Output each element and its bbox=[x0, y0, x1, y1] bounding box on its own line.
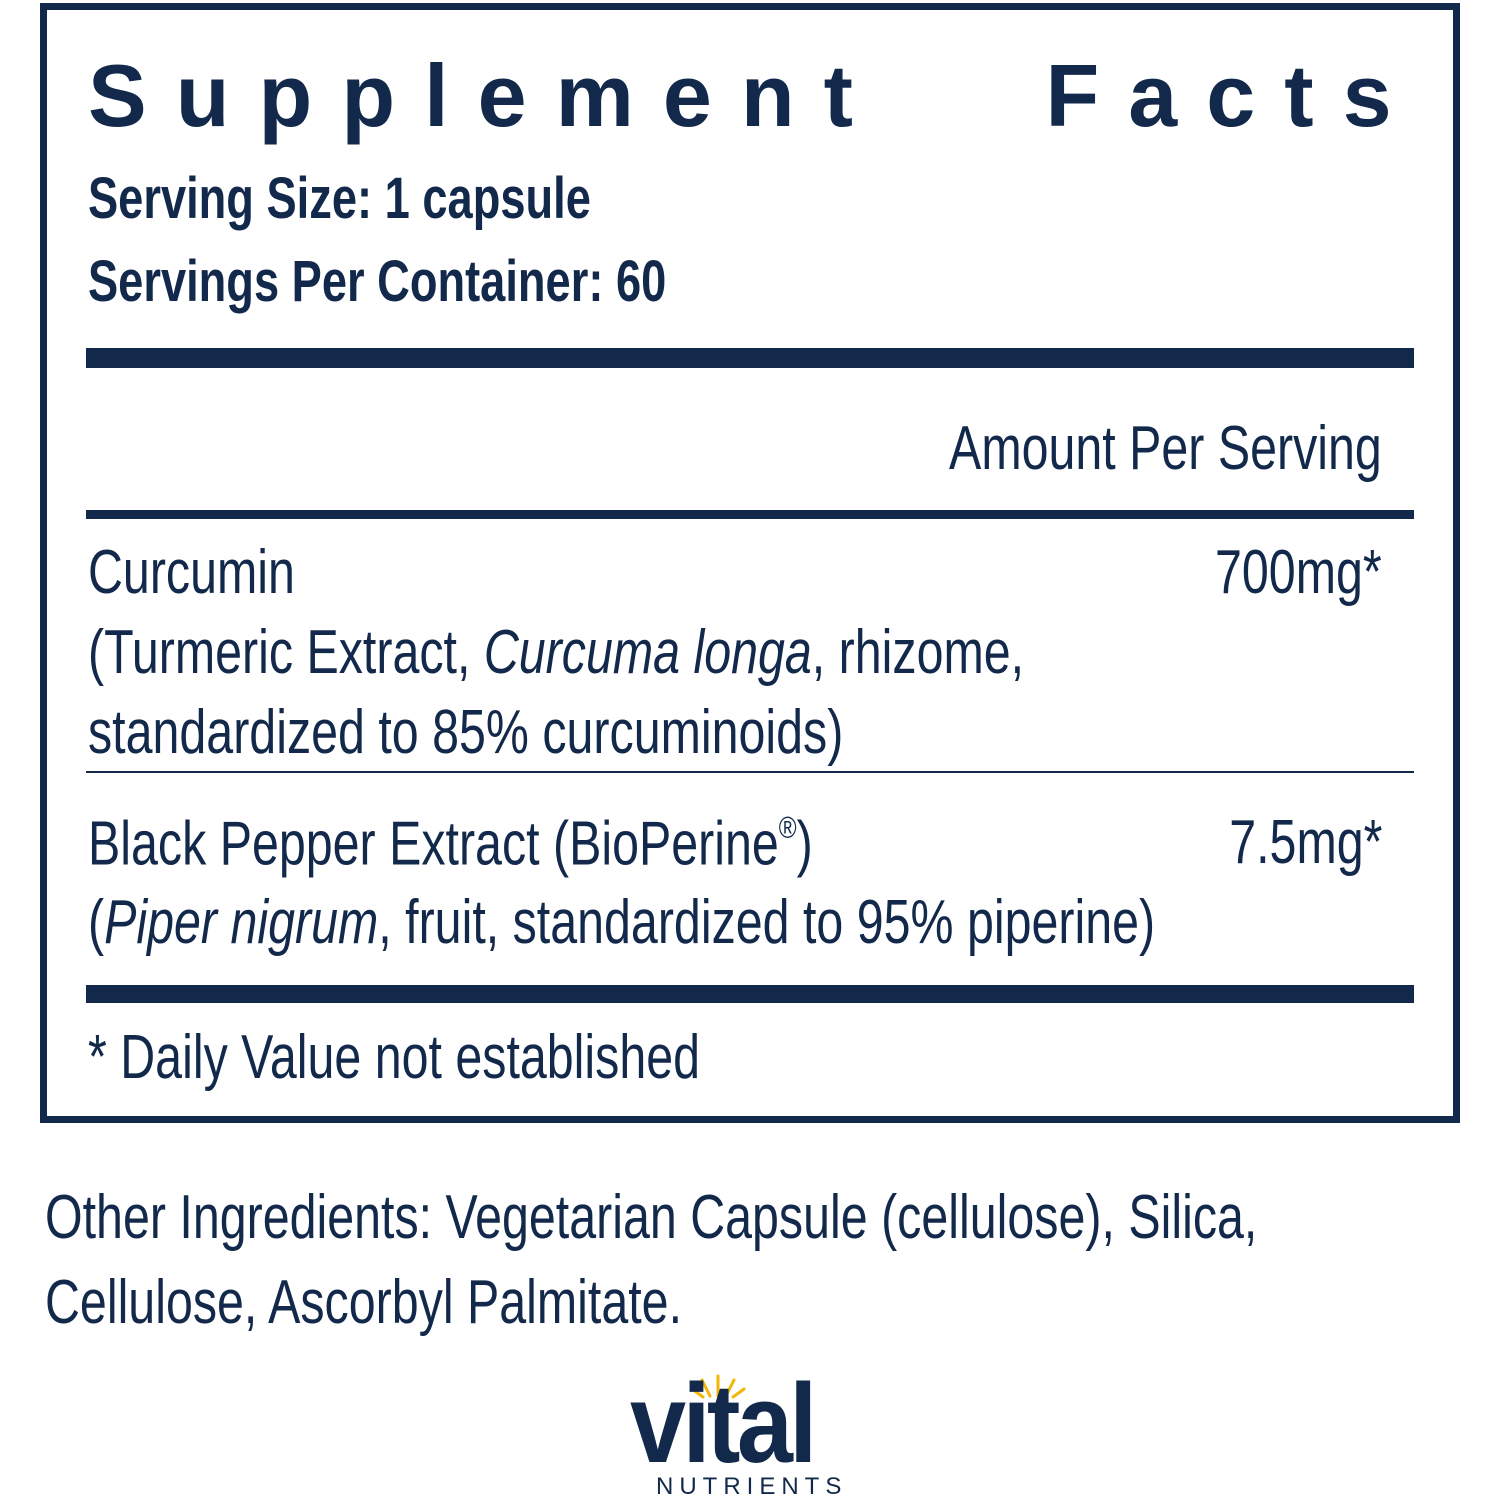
text: , fruit, standardized to 95% piperine) bbox=[378, 888, 1156, 957]
text: (Turmeric Extract, bbox=[88, 618, 484, 687]
serving-size: Serving Size: 1 capsule bbox=[88, 166, 591, 231]
ingredient-amount: 7.5mg* bbox=[1228, 808, 1382, 877]
latin-name: Curcuma longa bbox=[483, 618, 812, 687]
text: ( bbox=[88, 888, 105, 957]
ingredient-description: (Piper nigrum, fruit, standardized to 95… bbox=[88, 892, 1155, 954]
other-ingredients: Other Ingredients: Vegetarian Capsule (c… bbox=[45, 1183, 1258, 1252]
text: , rhizome, bbox=[811, 618, 1025, 687]
ingredient-name: Curcumin bbox=[88, 542, 295, 604]
rule bbox=[86, 510, 1414, 519]
logo-name: vital bbox=[630, 1361, 817, 1486]
facts-box bbox=[40, 3, 1460, 1123]
footnote: * Daily Value not established bbox=[88, 1023, 701, 1092]
servings-per-container: Servings Per Container: 60 bbox=[88, 249, 667, 314]
latin-name: Piper nigrum bbox=[104, 888, 379, 957]
other-ingredients: Cellulose, Ascorbyl Palmitate. bbox=[45, 1268, 683, 1337]
thin-rule bbox=[86, 771, 1414, 773]
title: Supplement Facts bbox=[88, 46, 1421, 145]
text: Black Pepper Extract (BioPerine bbox=[88, 809, 779, 879]
logo-sun bbox=[690, 1374, 746, 1399]
thick-rule bbox=[86, 348, 1414, 368]
text: Curcumin bbox=[88, 538, 295, 607]
registered-mark: ® bbox=[778, 810, 797, 845]
thick-rule bbox=[86, 985, 1414, 1003]
ingredient-description: (Turmeric Extract, Curcuma longa, rhizom… bbox=[88, 622, 1024, 684]
ingredient-name: Black Pepper Extract (BioPerine®) bbox=[88, 812, 813, 875]
ingredient-amount: 700mg* bbox=[1215, 538, 1382, 607]
text: ) bbox=[796, 809, 813, 879]
column-header: Amount Per Serving bbox=[949, 414, 1382, 483]
ingredient-description: standardized to 85% curcuminoids) bbox=[88, 702, 843, 764]
logo-tagline: NUTRIENTS bbox=[656, 1473, 848, 1500]
text: standardized to 85% curcuminoids) bbox=[88, 698, 844, 767]
